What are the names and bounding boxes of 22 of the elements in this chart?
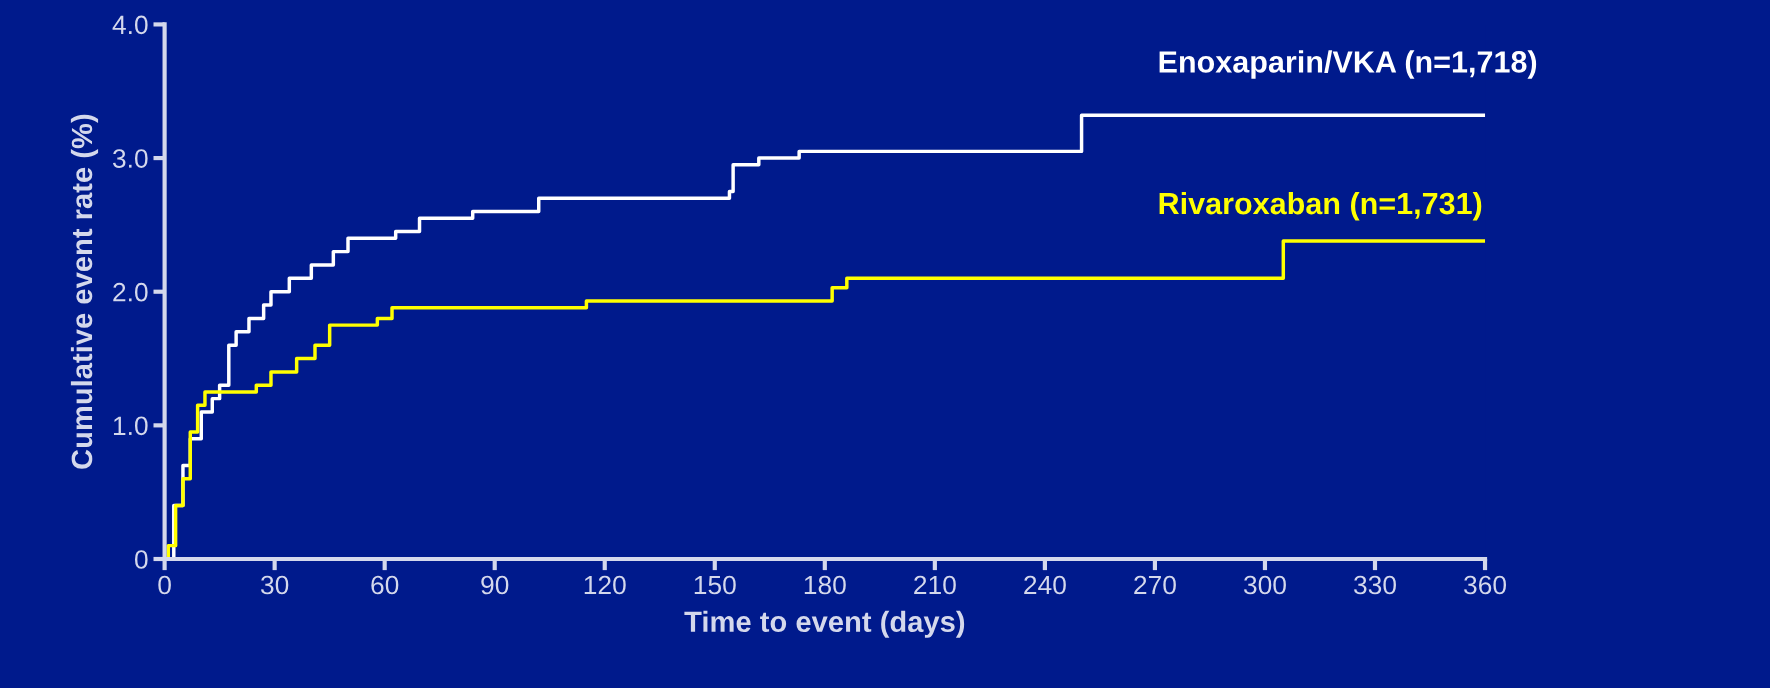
y-tick-label: 0 [134, 550, 148, 569]
x-tick-label: 180 [804, 575, 846, 595]
x-tick-label: 90 [481, 575, 509, 595]
x-tick-label: 60 [371, 575, 399, 595]
y-axis-title: Cumulative event rate (%) [70, 114, 99, 469]
y-tick-label: 2.0 [113, 282, 148, 302]
x-tick-label: 30 [260, 575, 289, 595]
x-tick-label: 360 [1464, 575, 1507, 595]
x-tick-label: 240 [1024, 575, 1066, 595]
y-tick-label: 4.0 [112, 15, 148, 35]
x-tick-label: 150 [694, 575, 736, 595]
series-label: Rivaroxaban (n=1,731) [1159, 191, 1482, 221]
x-tick-label: 300 [1243, 575, 1286, 595]
x-tick-label: 0 [158, 575, 171, 595]
x-axis-title: Time to event (days) [684, 610, 965, 638]
x-tick-label: 330 [1353, 575, 1396, 595]
x-tick-label: 210 [914, 575, 956, 595]
x-tick-label: 270 [1134, 575, 1176, 595]
x-tick-label: 120 [584, 575, 626, 595]
y-tick-label: 3.0 [112, 149, 148, 168]
series-label: Enoxaparin/VKA (n=1,718) [1159, 50, 1537, 79]
y-tick-label: 1.0 [113, 416, 148, 436]
